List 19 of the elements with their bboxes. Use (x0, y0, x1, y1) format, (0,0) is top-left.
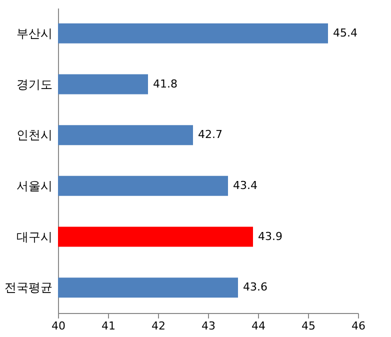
y-tick-label: 대구시 (16, 230, 52, 244)
x-tick-label: 42 (152, 320, 166, 332)
data-label: 43.6 (243, 280, 268, 294)
y-tick-label: 부산시 (16, 26, 52, 40)
data-label: 41.8 (153, 77, 178, 90)
data-label: 42.7 (198, 128, 222, 142)
x-tick-label: 43 (202, 320, 216, 332)
x-tick-label: 41 (102, 320, 116, 332)
y-tick-label: 인천시 (16, 128, 52, 142)
data-label: 43.4 (233, 178, 258, 192)
data-label: 43.9 (258, 230, 282, 243)
x-tick-label: 40 (52, 320, 66, 332)
y-tick-label: 경기도 (16, 77, 52, 92)
x-tick-label: 46 (352, 320, 366, 332)
x-tick-label: 45 (302, 320, 316, 332)
y-tick-label: 전국평균 (4, 280, 52, 295)
x-tick-label: 44 (252, 320, 266, 332)
data-label: 45.4 (333, 26, 358, 40)
y-tick-label: 서울시 (16, 178, 52, 193)
